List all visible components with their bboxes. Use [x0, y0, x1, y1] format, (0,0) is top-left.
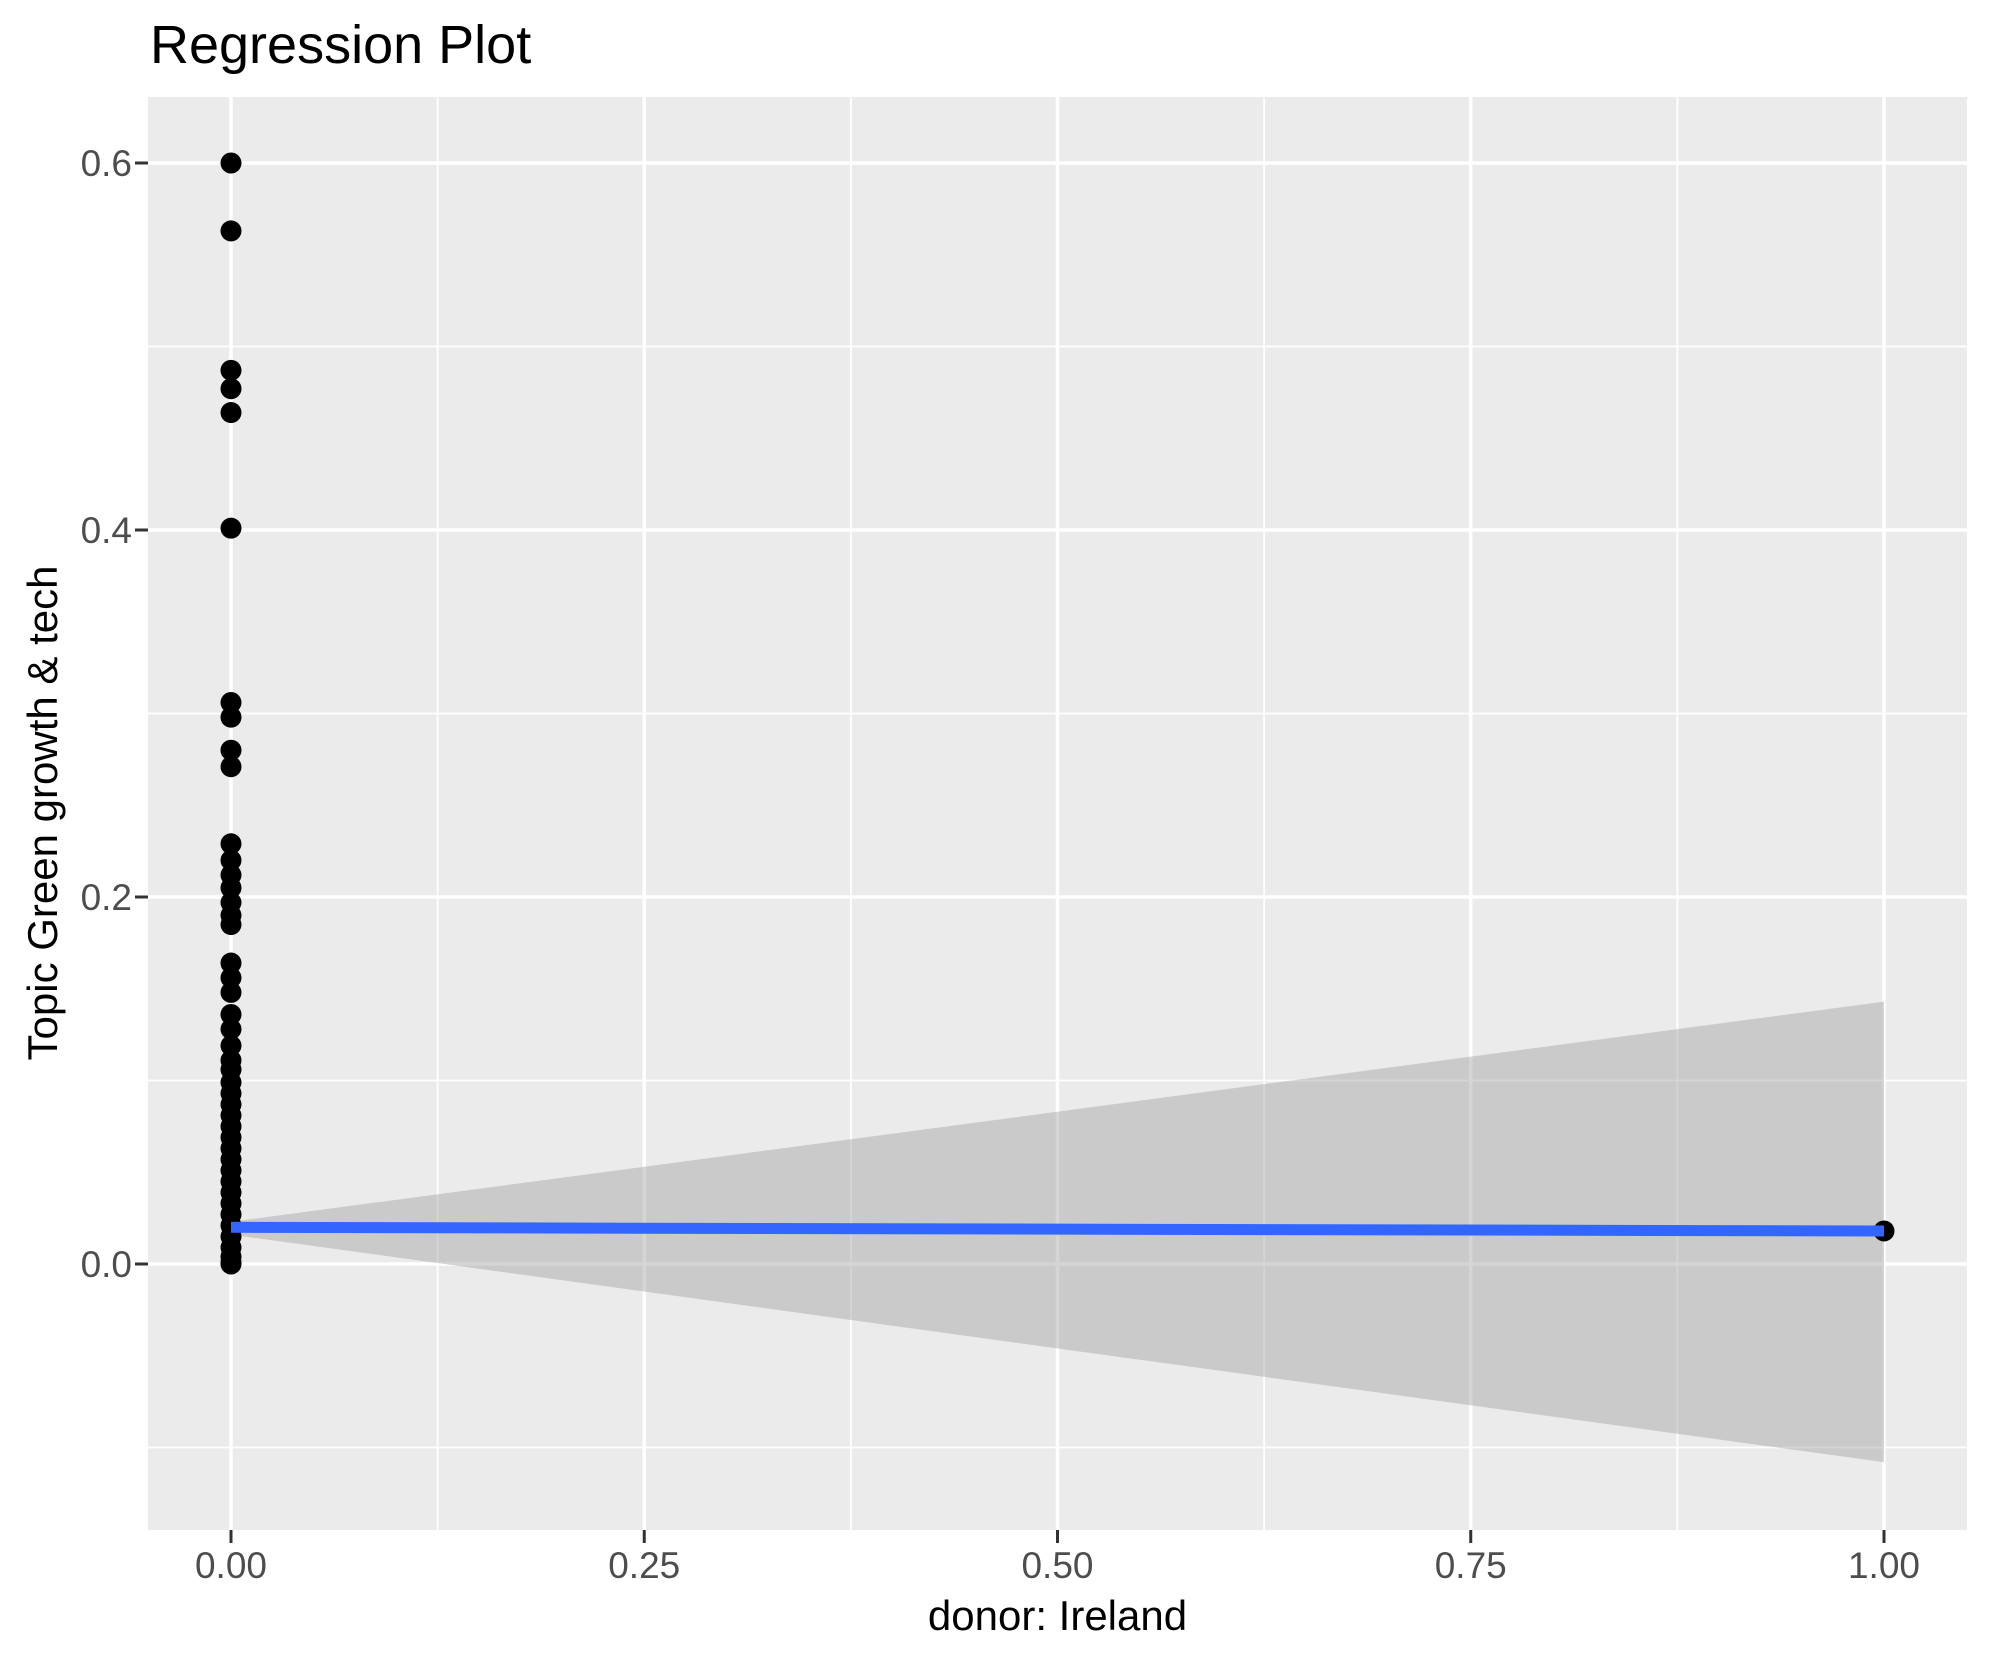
regression-line [230, 1221, 1885, 1237]
y-tick-label: 0.2 [81, 877, 132, 918]
chart-title: Regression Plot [150, 15, 532, 75]
data-point [220, 914, 242, 936]
data-point [220, 739, 242, 761]
data-point [220, 706, 242, 728]
x-axis-title: donor: Ireland [927, 1592, 1188, 1639]
x-tick-label: 0.75 [1435, 1545, 1507, 1586]
data-point [220, 849, 242, 871]
data-point [220, 517, 242, 539]
data-point [220, 877, 242, 899]
data-point [220, 402, 242, 424]
x-tick-label: 1.00 [1848, 1545, 1920, 1586]
data-point [220, 152, 242, 174]
y-tick-label: 0.0 [81, 1244, 132, 1285]
x-tick-label: 0.25 [608, 1545, 680, 1586]
data-point [220, 967, 242, 989]
data-point [220, 1003, 242, 1025]
data-point [220, 1035, 242, 1057]
data-point [220, 359, 242, 381]
data-point [220, 1253, 242, 1275]
data-point [220, 378, 242, 400]
data-point [220, 981, 242, 1003]
data-point [220, 952, 242, 974]
data-point [220, 1018, 242, 1040]
y-tick-label: 0.4 [81, 510, 132, 551]
data-point [220, 220, 242, 242]
data-point [220, 691, 242, 713]
x-tick-label: 0.00 [195, 1545, 267, 1586]
x-tick-label: 0.50 [1021, 1545, 1093, 1586]
y-tick-label: 0.6 [81, 143, 132, 184]
data-point [220, 756, 242, 778]
data-point [220, 833, 242, 855]
